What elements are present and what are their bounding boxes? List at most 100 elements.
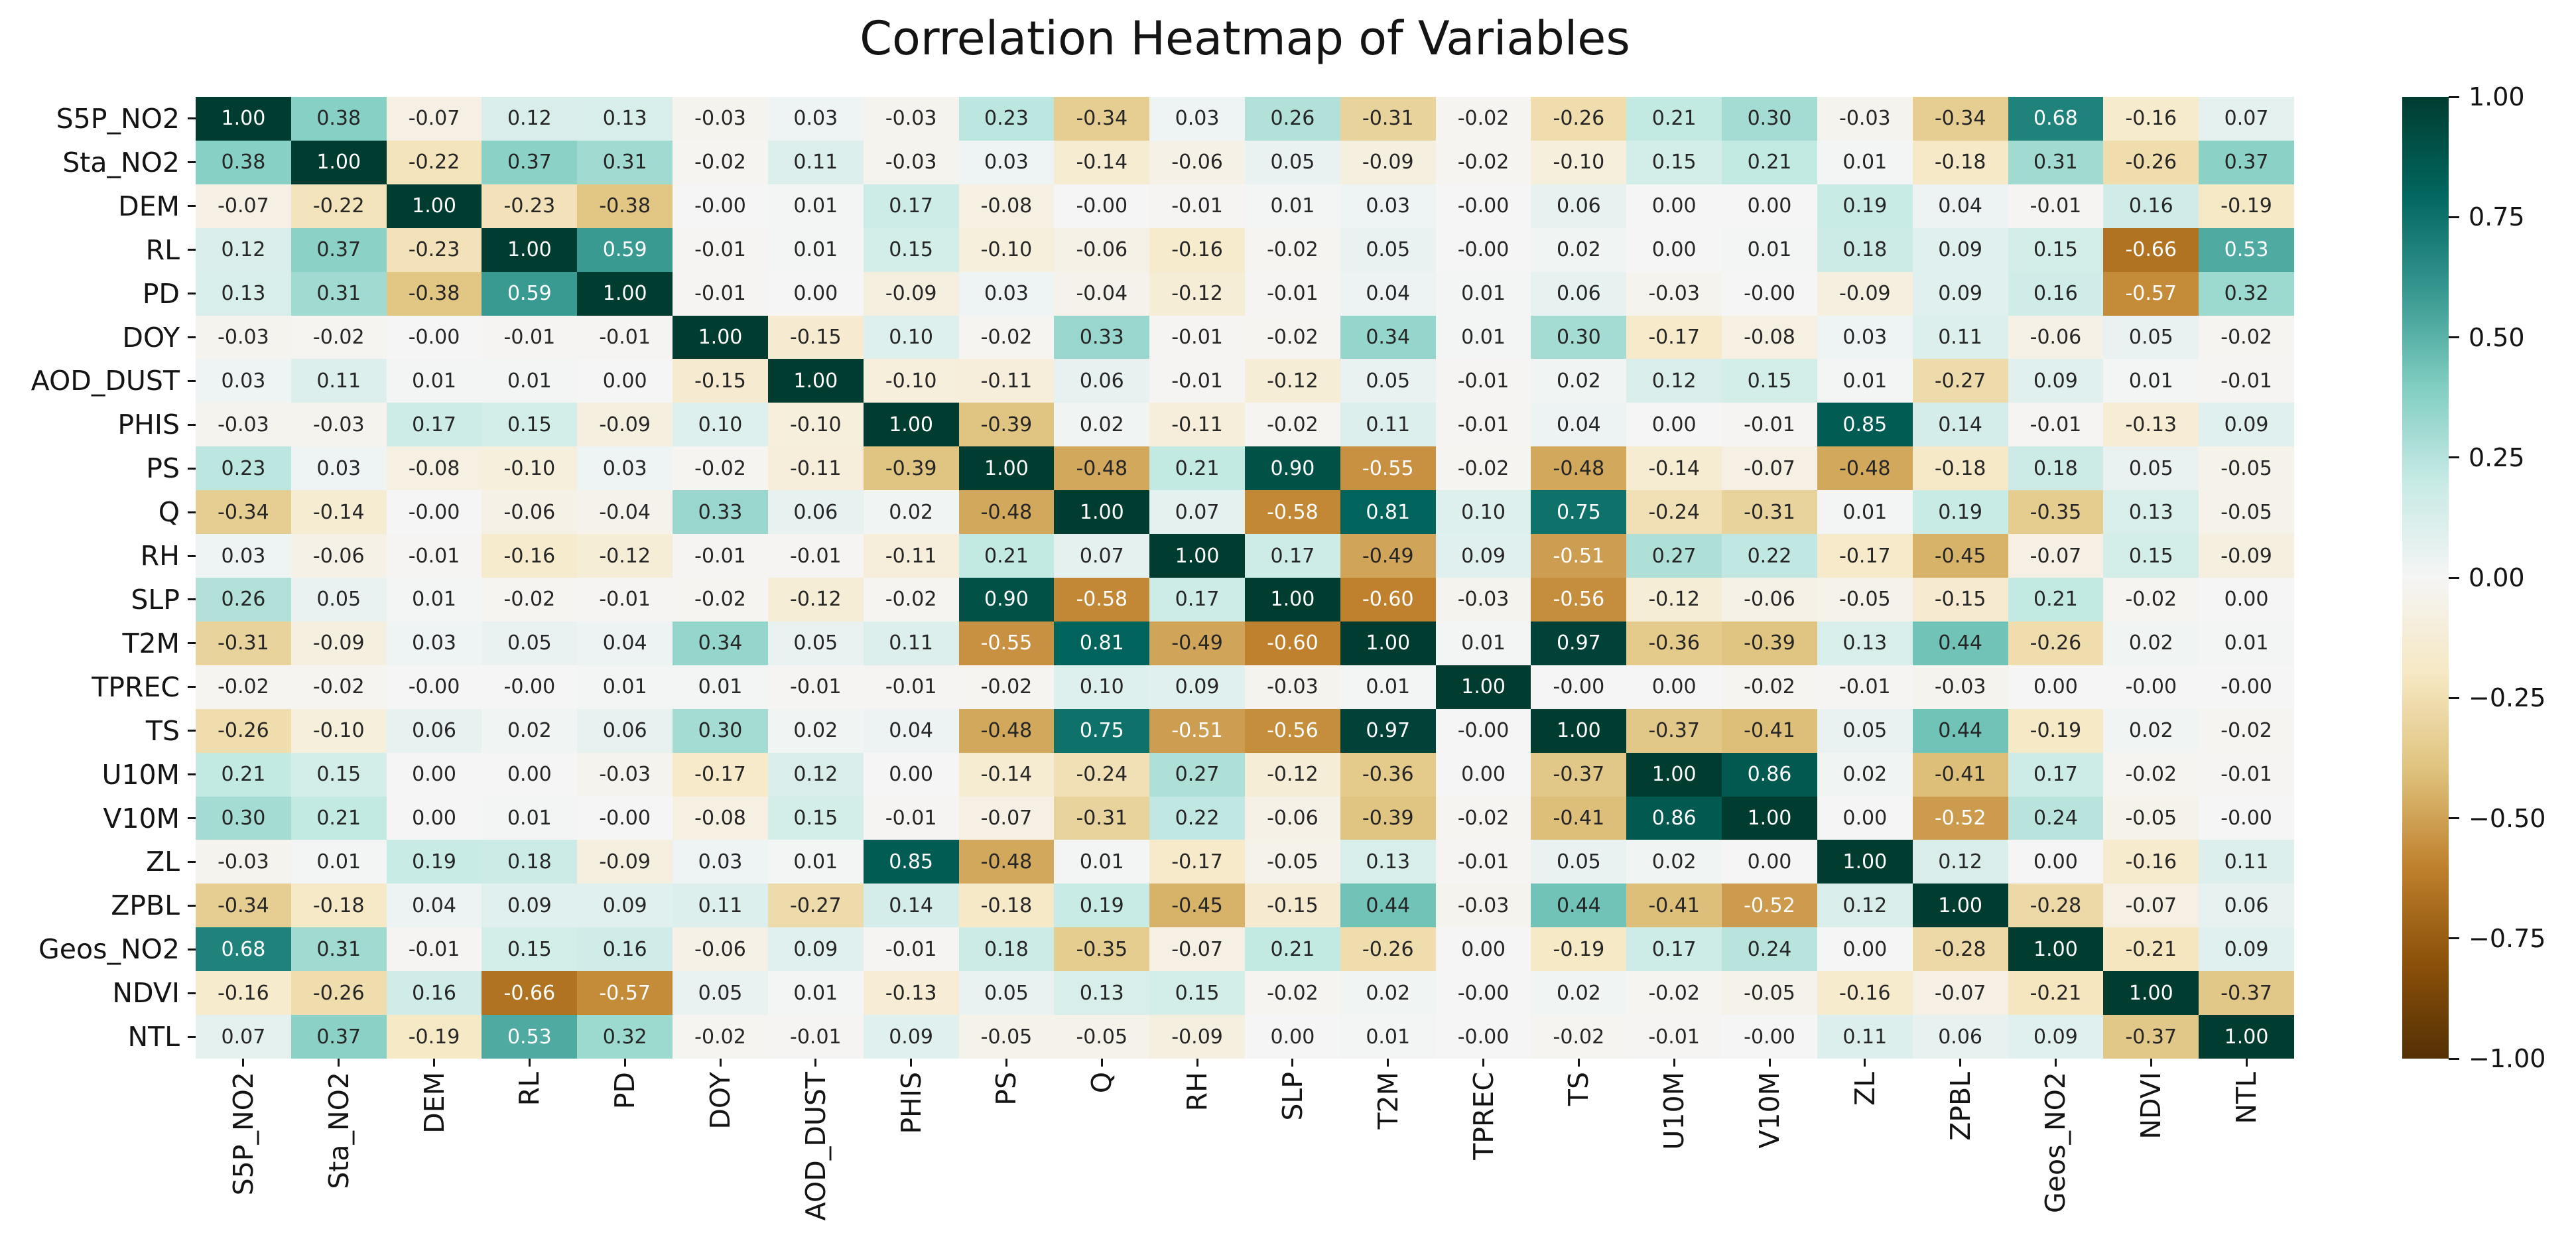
x-tick-label: TPREC xyxy=(1467,1072,1500,1160)
heatmap-cell: 0.09 xyxy=(2199,927,2294,972)
heatmap-cell: -0.55 xyxy=(958,621,1055,665)
heatmap-cell: -0.06 xyxy=(290,534,387,578)
heatmap-cell: 0.00 xyxy=(1435,927,1531,972)
x-tick-label: NTL xyxy=(2230,1072,2263,1124)
heatmap-cell: -0.24 xyxy=(1626,490,1722,535)
x-tick-mark xyxy=(242,1059,245,1067)
heatmap-cell: 0.21 xyxy=(1244,927,1340,972)
heatmap-cell: -0.04 xyxy=(1054,271,1150,316)
heatmap-cell: 1.00 xyxy=(1435,665,1531,709)
y-tick-mark xyxy=(188,686,196,688)
heatmap-cell: -0.01 xyxy=(767,534,864,578)
heatmap-cell: -0.37 xyxy=(2199,971,2294,1016)
heatmap-cell: 0.01 xyxy=(2103,359,2199,403)
colorbar-tick-label: 0.75 xyxy=(2469,202,2525,232)
heatmap-cell: 0.19 xyxy=(386,840,482,884)
y-tick-mark xyxy=(188,205,196,208)
y-tick-mark xyxy=(188,1035,196,1038)
heatmap-cell: 0.10 xyxy=(1054,665,1150,709)
x-tick-label: V10M xyxy=(1754,1072,1785,1149)
heatmap-cell: -0.00 xyxy=(673,184,768,228)
x-tick-label: TS xyxy=(1563,1072,1595,1106)
heatmap-cell: -0.02 xyxy=(1626,971,1722,1016)
heatmap-cell: -0.01 xyxy=(1626,1015,1722,1059)
heatmap-cell: -0.03 xyxy=(863,97,959,141)
heatmap-cell: 0.05 xyxy=(958,971,1055,1016)
heatmap-cell: -0.02 xyxy=(290,315,387,360)
heatmap-cell: 0.23 xyxy=(958,97,1055,141)
heatmap-cell: -0.12 xyxy=(1626,577,1722,622)
heatmap-cell: 0.02 xyxy=(1054,403,1150,447)
heatmap-cell: 0.27 xyxy=(1626,534,1722,578)
heatmap-cell: 0.17 xyxy=(386,403,482,447)
heatmap-cell: 0.26 xyxy=(1244,97,1340,141)
heatmap-cell: 0.17 xyxy=(1244,534,1340,578)
heatmap-cell: 0.05 xyxy=(767,621,864,665)
heatmap-cell: 0.12 xyxy=(196,228,291,272)
heatmap-cell: 0.02 xyxy=(1531,228,1627,272)
heatmap-cell: -0.58 xyxy=(1244,490,1340,535)
heatmap-cell: -0.05 xyxy=(1817,577,1913,622)
heatmap-cell: -0.02 xyxy=(2103,752,2199,797)
heatmap-cell: 0.01 xyxy=(482,796,578,840)
heatmap-cell: 1.00 xyxy=(482,228,578,272)
heatmap-cell: 0.37 xyxy=(482,140,578,184)
x-tick-mark xyxy=(814,1059,817,1067)
heatmap-cell: 0.04 xyxy=(1912,184,2008,228)
heatmap-cell: -0.03 xyxy=(196,403,291,447)
heatmap-cell: -0.60 xyxy=(1244,621,1340,665)
heatmap-cell: -0.04 xyxy=(577,490,673,535)
heatmap-cell: -0.07 xyxy=(196,184,291,228)
heatmap-cell: -0.16 xyxy=(2103,840,2199,884)
heatmap-cell: -0.06 xyxy=(1149,140,1245,184)
heatmap-cell: 0.00 xyxy=(767,271,864,316)
heatmap-cell: -0.02 xyxy=(673,446,768,491)
heatmap-cell: 1.00 xyxy=(1722,796,1817,840)
heatmap-cell: 0.38 xyxy=(196,140,291,184)
heatmap-cell: -0.08 xyxy=(1722,315,1817,360)
colorbar xyxy=(2402,97,2449,1059)
heatmap-cell: 0.06 xyxy=(2199,884,2294,928)
colorbar-tick-mark xyxy=(2449,937,2459,940)
heatmap-cell: -0.01 xyxy=(1149,359,1245,403)
heatmap-grid: 1.00 0.38 -0.07 0.12 0.13 -0.03 0.03 -0.03 0.23-… xyxy=(196,97,2294,1059)
heatmap-cell: -0.02 xyxy=(1435,446,1531,491)
heatmap-cell: 0.01 xyxy=(2199,621,2294,665)
heatmap-cell: 0.26 xyxy=(196,577,291,622)
heatmap-cell: -0.01 xyxy=(863,796,959,840)
heatmap-cell: 0.86 xyxy=(1626,796,1722,840)
y-tick-label: U10M xyxy=(101,758,180,791)
heatmap-cell: 0.05 xyxy=(1244,140,1340,184)
heatmap-cell: -0.52 xyxy=(1912,796,2008,840)
heatmap-cell: 0.24 xyxy=(2008,796,2104,840)
heatmap-cell: -0.17 xyxy=(673,752,768,797)
heatmap-cell: -0.00 xyxy=(1722,1015,1817,1059)
heatmap-cell: -0.03 xyxy=(196,840,291,884)
heatmap-cell: 0.00 xyxy=(482,752,578,797)
heatmap-cell: 0.31 xyxy=(577,140,673,184)
heatmap-cell: 0.31 xyxy=(290,271,387,316)
heatmap-cell: 0.10 xyxy=(673,403,768,447)
heatmap-cell: -0.01 xyxy=(863,665,959,709)
heatmap-cell: -0.03 xyxy=(290,403,387,447)
heatmap-cell: 0.30 xyxy=(196,796,291,840)
y-tick-label: ZPBL xyxy=(111,889,180,922)
heatmap-cell: -0.18 xyxy=(1912,140,2008,184)
heatmap-cell: -0.34 xyxy=(196,490,291,535)
heatmap-cell: -0.07 xyxy=(2008,534,2104,578)
heatmap-cell: -0.19 xyxy=(386,1015,482,1059)
heatmap-cell: -0.03 xyxy=(1912,665,2008,709)
heatmap-cell: 0.09 xyxy=(1149,665,1245,709)
heatmap-cell: 0.07 xyxy=(2199,97,2294,141)
heatmap-cell: 0.01 xyxy=(767,228,864,272)
x-tick-label: AOD_DUST xyxy=(799,1072,832,1221)
heatmap-cell: 0.09 xyxy=(482,884,578,928)
y-tick-label: S5P_NO2 xyxy=(56,102,180,135)
heatmap-cell: 0.03 xyxy=(386,621,482,665)
heatmap-cell: -0.02 xyxy=(958,665,1055,709)
heatmap-cell: 0.03 xyxy=(767,97,864,141)
heatmap-cell: -0.07 xyxy=(1912,971,2008,1016)
colorbar-tick-mark xyxy=(2449,1057,2459,1060)
x-tick-mark xyxy=(1196,1059,1198,1067)
heatmap-cell: 0.30 xyxy=(1722,97,1817,141)
